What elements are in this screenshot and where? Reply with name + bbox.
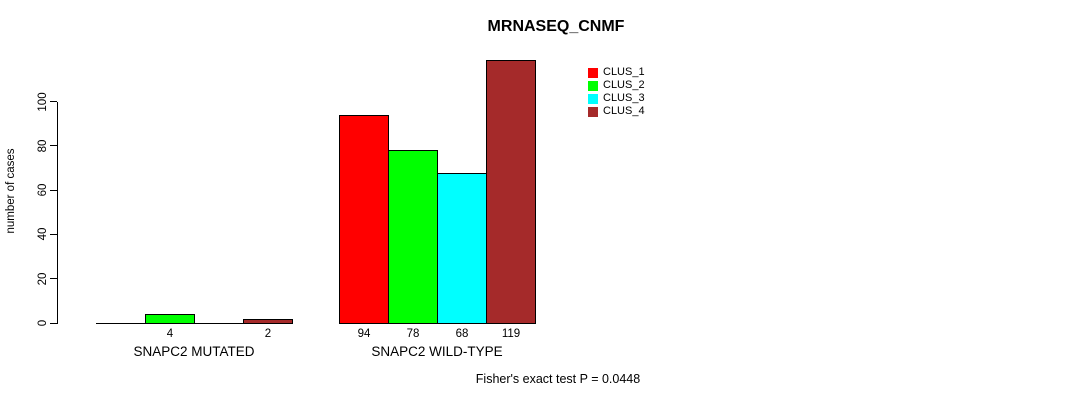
legend-item: CLUS_4 — [588, 105, 645, 118]
legend-label: CLUS_2 — [603, 79, 645, 91]
legend-swatch — [588, 67, 598, 78]
category-label: SNAPC2 WILD-TYPE — [371, 344, 503, 359]
legend-label: CLUS_4 — [603, 105, 645, 117]
y-tick-label: 80 — [37, 139, 49, 153]
legend-swatch — [588, 93, 598, 104]
legend-swatch — [588, 106, 598, 117]
legend-item: CLUS_3 — [588, 92, 645, 105]
annotation-text: Fisher's exact test P = 0.0448 — [475, 372, 641, 386]
bar-clus-3-group-1 — [437, 173, 487, 324]
y-tick — [50, 322, 57, 324]
bar-clus-2-group-1 — [388, 150, 438, 324]
legend-item: CLUS_2 — [588, 79, 645, 92]
bar-clus-1-group-1 — [339, 115, 389, 324]
bar-clus-4-group-1 — [486, 60, 536, 324]
chart-title: MRNASEQ_CNMF — [487, 18, 625, 35]
bar-value-label: 94 — [357, 328, 371, 340]
bar-value-label: 119 — [501, 328, 521, 340]
y-tick — [50, 189, 57, 191]
category-label: SNAPC2 MUTATED — [133, 344, 255, 359]
legend: CLUS_1 CLUS_2 CLUS_3 CLUS_4 — [588, 66, 645, 118]
y-tick-label: 0 — [37, 319, 49, 327]
bar-clus-2-group-0 — [145, 314, 195, 324]
y-tick — [50, 233, 57, 235]
bar-value-label: 78 — [406, 328, 420, 340]
bar-clus-4-group-0 — [243, 319, 293, 324]
legend-item: CLUS_1 — [588, 66, 645, 79]
legend-label: CLUS_1 — [603, 66, 645, 78]
y-tick-label: 20 — [37, 272, 49, 286]
y-tick — [50, 145, 57, 147]
y-axis-label: number of cases — [5, 148, 17, 234]
legend-label: CLUS_3 — [603, 92, 645, 104]
bar-value-label: 68 — [455, 328, 469, 340]
y-tick — [50, 101, 57, 103]
y-tick — [50, 278, 57, 280]
bar-value-label: 4 — [166, 328, 174, 340]
y-tick-label: 40 — [37, 228, 49, 241]
y-tick-label: 60 — [37, 183, 49, 197]
bar-value-label: 2 — [264, 328, 272, 340]
legend-swatch — [588, 80, 598, 91]
y-axis-line — [57, 102, 58, 324]
y-tick-label: 100 — [37, 92, 49, 112]
